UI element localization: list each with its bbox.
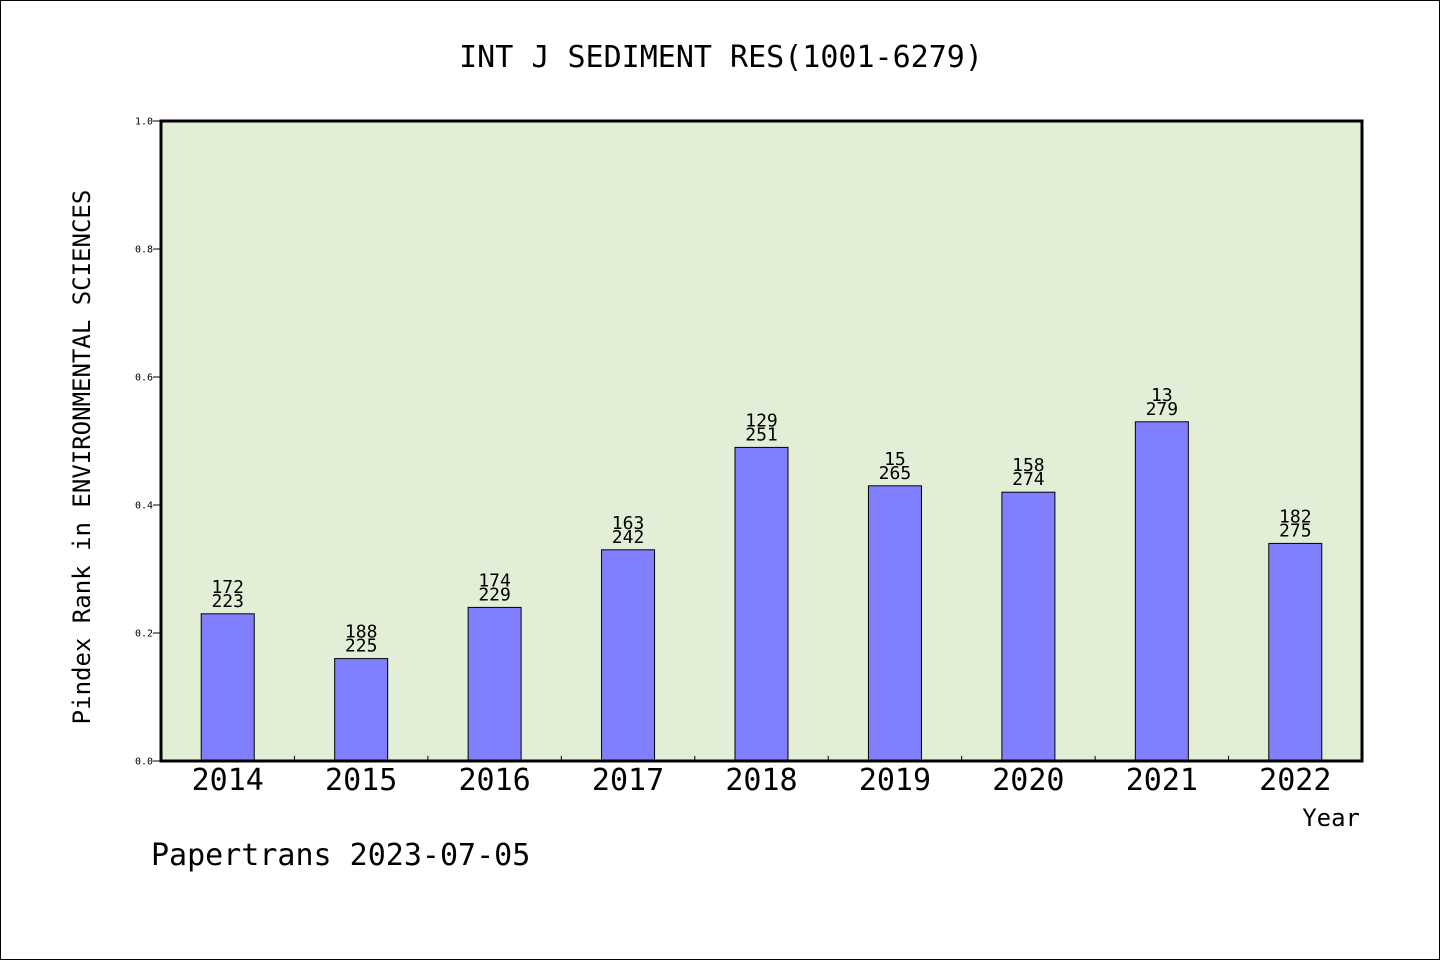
x-tick-label: 2017 bbox=[592, 763, 664, 798]
y-tick-label: 0.2 bbox=[135, 629, 153, 640]
bar-total-label: 242 bbox=[612, 527, 645, 548]
bar-2020 bbox=[1001, 491, 1056, 762]
bar-rank-label: 158 bbox=[1012, 455, 1045, 476]
y-tick-label: 0.0 bbox=[135, 757, 153, 768]
x-tick-label: 2014 bbox=[192, 763, 264, 798]
bar-2019 bbox=[867, 485, 922, 762]
bar-rank-label: 188 bbox=[345, 622, 378, 643]
x-tick-label: 2016 bbox=[458, 763, 530, 798]
plot-border bbox=[159, 119, 1364, 763]
bar-2018 bbox=[734, 446, 789, 762]
bar-rank-label: 13 bbox=[1151, 385, 1173, 406]
x-tick-label: 2022 bbox=[1259, 763, 1331, 798]
bar-total-label: 274 bbox=[1012, 469, 1045, 490]
x-axis-ticks: 2014 2015 2016 2017 2018 2019 2020 2021 2022 bbox=[192, 756, 1331, 798]
bar-2014 bbox=[200, 613, 255, 762]
bar-2021 bbox=[1134, 421, 1189, 762]
footer-credit: Papertrans 2023-07-05 bbox=[151, 838, 530, 873]
bar-total-label: 223 bbox=[211, 591, 244, 612]
y-tick-label: 0.4 bbox=[135, 501, 153, 512]
bar-2015 bbox=[334, 658, 389, 762]
bar-2016 bbox=[467, 606, 522, 762]
bar-total-label: 251 bbox=[745, 424, 778, 445]
bar-total-label: 265 bbox=[879, 463, 912, 484]
bar-2022 bbox=[1268, 542, 1323, 762]
x-tick-label: 2021 bbox=[1126, 763, 1198, 798]
y-axis-ticks: 0.0 0.2 0.4 0.6 0.8 1.0 bbox=[135, 117, 161, 768]
y-tick-label: 0.8 bbox=[135, 245, 153, 256]
y-tick-label: 0.6 bbox=[135, 373, 153, 384]
y-axis-label: Pindex Rank in ENVIRONMENTAL SCIENCES bbox=[68, 190, 96, 725]
y-tick-label: 1.0 bbox=[135, 117, 153, 128]
bar-total-label: 279 bbox=[1146, 399, 1179, 420]
bar-total-label: 275 bbox=[1279, 520, 1312, 541]
bar-2017 bbox=[601, 549, 656, 762]
x-tick-label: 2018 bbox=[725, 763, 797, 798]
bar-rank-label: 182 bbox=[1279, 506, 1312, 527]
chart-title: INT J SEDIMENT RES(1001-6279) bbox=[459, 40, 983, 75]
x-tick-label: 2019 bbox=[859, 763, 931, 798]
x-tick-label: 2015 bbox=[325, 763, 397, 798]
x-axis-label: Year bbox=[1302, 804, 1360, 832]
bar-rank-label: 163 bbox=[612, 513, 645, 534]
bar-rank-label: 174 bbox=[478, 570, 511, 591]
bar-rank-label: 129 bbox=[745, 410, 778, 431]
bars-group bbox=[200, 421, 1323, 762]
bar-total-label: 225 bbox=[345, 636, 378, 657]
bar-total-label: 229 bbox=[478, 584, 511, 605]
bar-rank-label: 172 bbox=[211, 577, 244, 598]
x-tick-label: 2020 bbox=[992, 763, 1064, 798]
bar-rank-label: 15 bbox=[884, 449, 906, 470]
